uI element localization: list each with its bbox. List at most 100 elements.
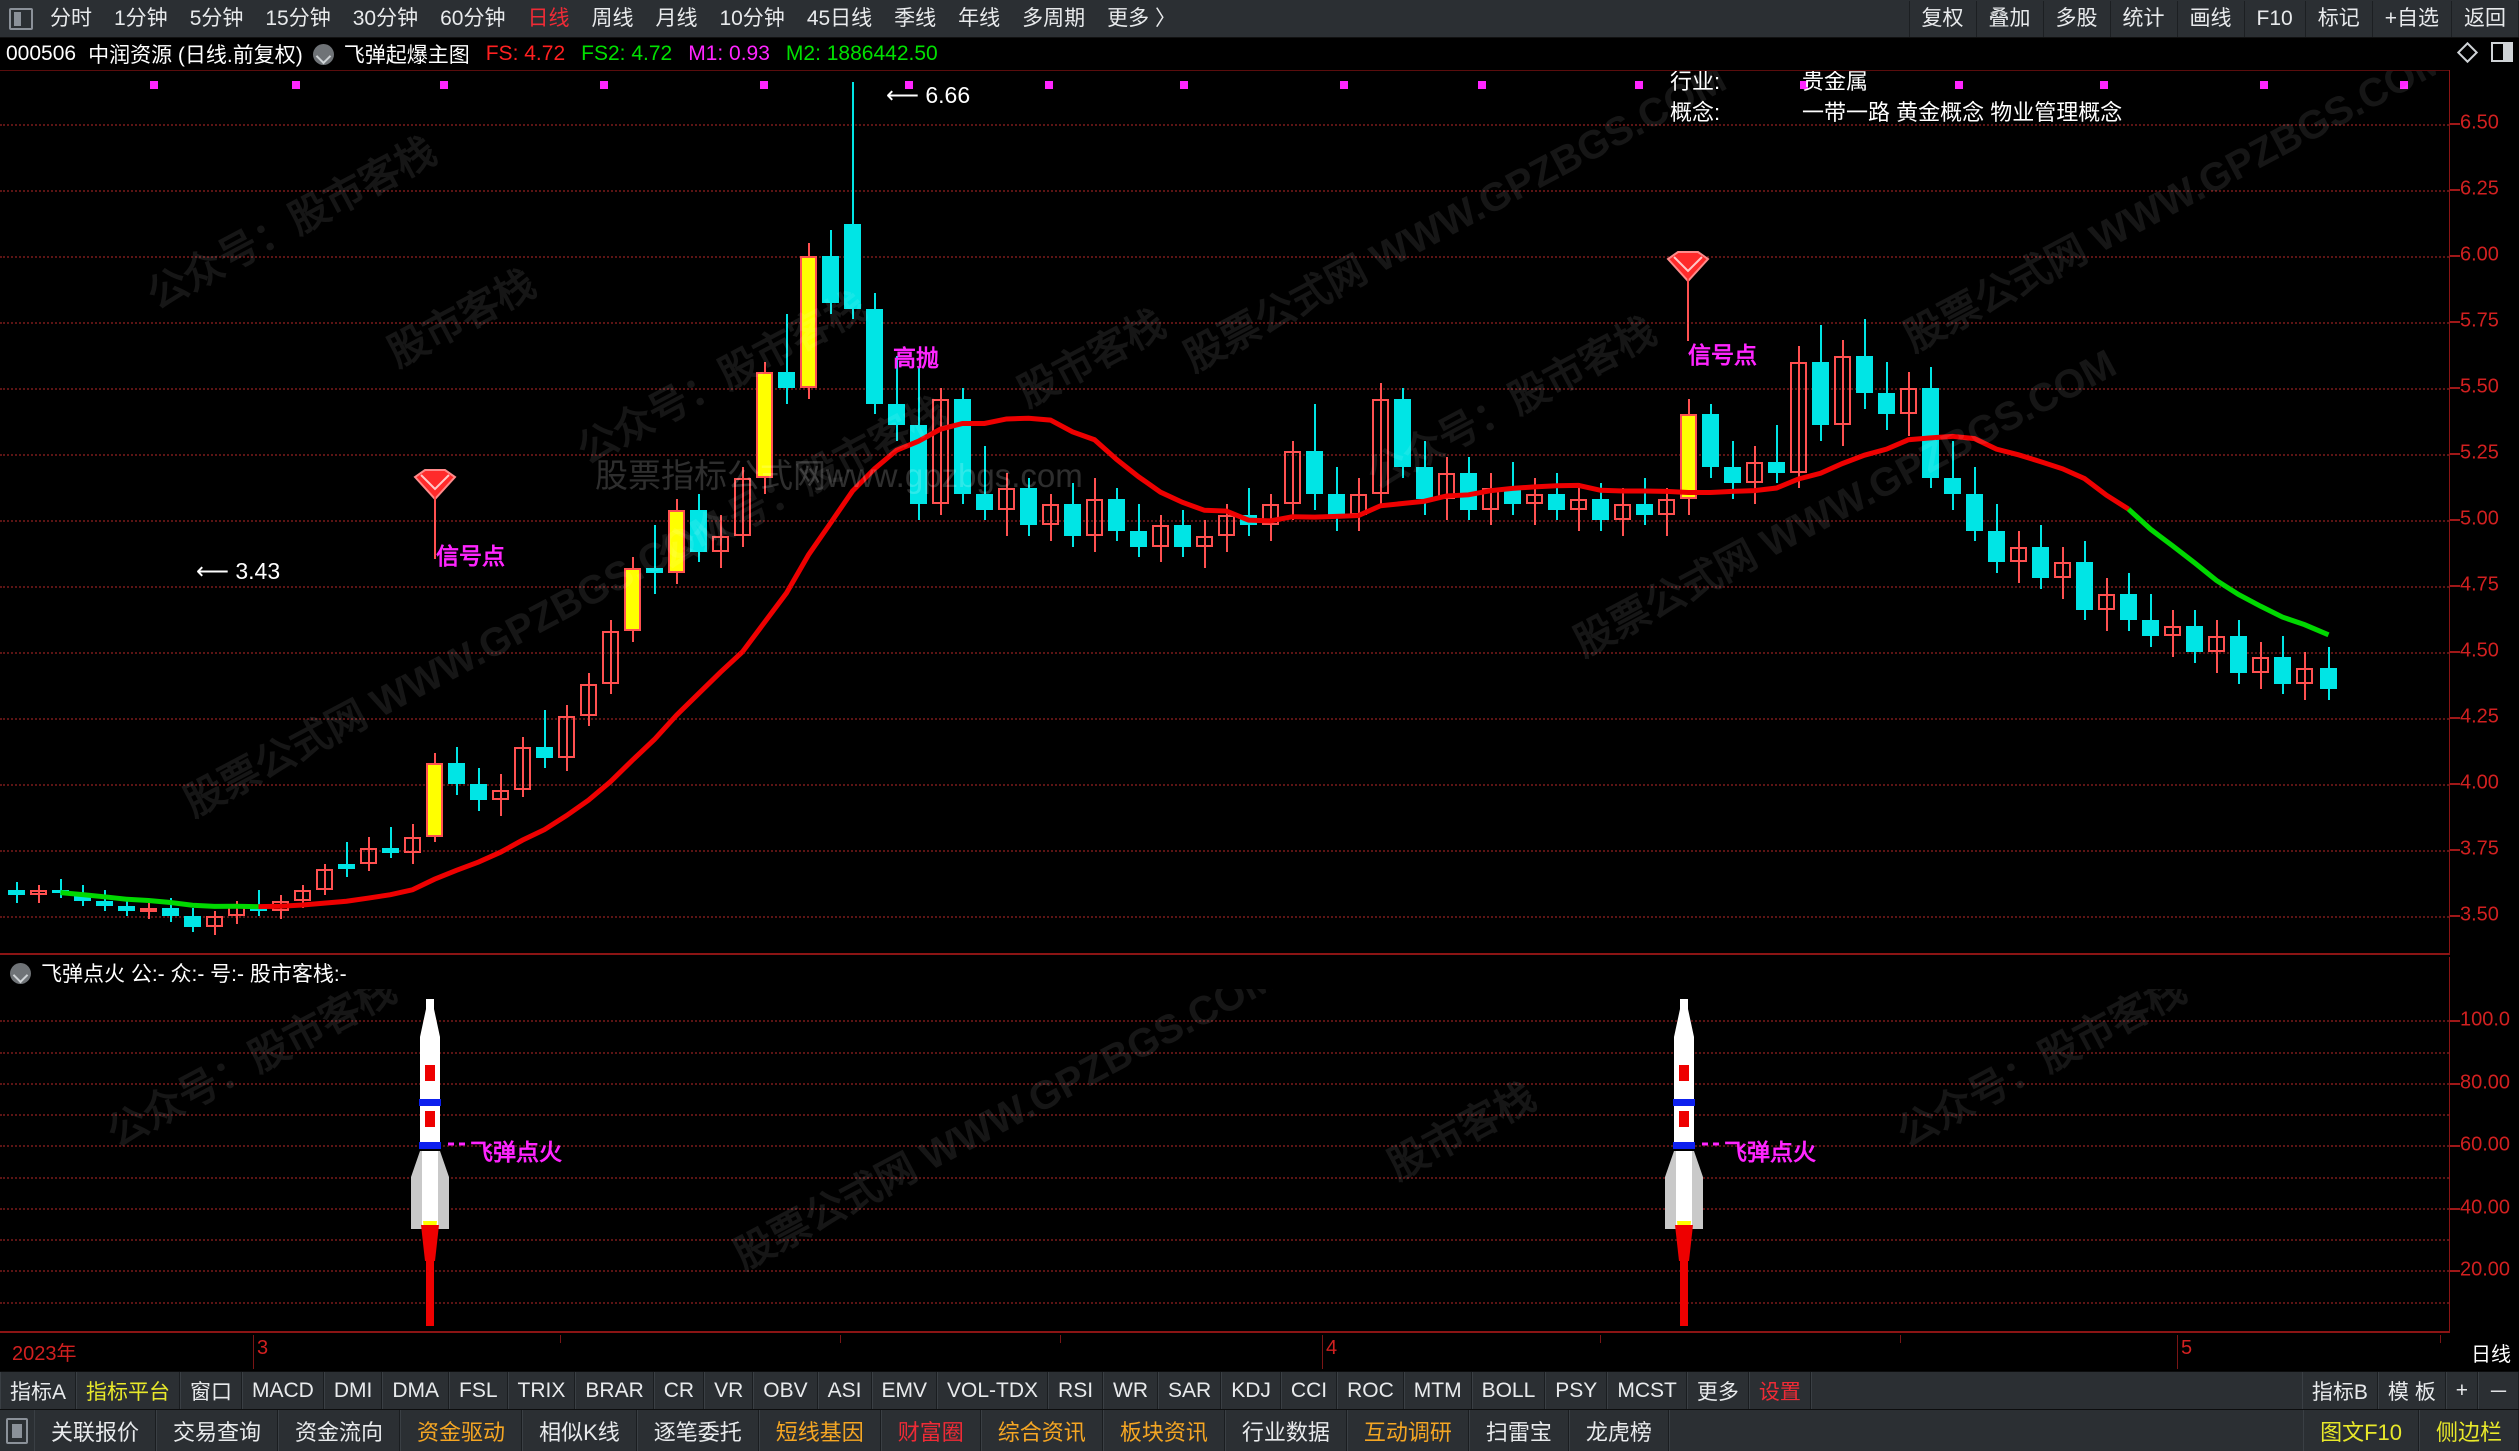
period-60min[interactable]: 60分钟 [440, 6, 506, 30]
indicator-button-设置[interactable]: 设置 [1748, 1372, 1811, 1409]
indicator-button-MACD[interactable]: MACD [242, 1372, 324, 1409]
indicator-button-+[interactable]: + [2445, 1372, 2478, 1409]
indicator-button-DMA[interactable]: DMA [382, 1372, 450, 1409]
axis-tick-mark [2450, 849, 2460, 852]
tool-button-龙虎榜[interactable]: 龙虎榜 [1568, 1410, 1669, 1451]
indicator-button-更多[interactable]: 更多 [1686, 1372, 1749, 1409]
price-axis-tick: 5.75 [2460, 309, 2499, 332]
industry-concept-info: 行业: 贵金属 概念: 一带一路 黄金概念 物业管理概念 [1670, 71, 2122, 128]
indicator-button-VOL-TDX[interactable]: VOL-TDX [937, 1372, 1049, 1409]
indicator-button-PSY[interactable]: PSY [1545, 1372, 1608, 1409]
indicator-button-指标A[interactable]: 指标A [0, 1372, 77, 1409]
indicator-button-BOLL[interactable]: BOLL [1471, 1372, 1546, 1409]
gridline [0, 1082, 2449, 1085]
button-huaxian[interactable]: 画线 [2176, 0, 2244, 37]
period-15min[interactable]: 15分钟 [265, 6, 331, 30]
indicator-button-模 板[interactable]: 模 板 [2377, 1372, 2446, 1409]
tool-button-相似K线[interactable]: 相似K线 [522, 1410, 637, 1451]
rocket-icon [1665, 999, 1703, 1326]
indicator-button-RSI[interactable]: RSI [1048, 1372, 1104, 1409]
indicator-button-TRIX[interactable]: TRIX [507, 1372, 576, 1409]
top-marker-dot [1955, 81, 1963, 89]
indicator-button-WR[interactable]: WR [1103, 1372, 1159, 1409]
period-monthly[interactable]: 月线 [655, 6, 698, 30]
gridline [0, 123, 2449, 126]
button-duogu[interactable]: 多股 [2042, 0, 2110, 37]
indicator-button-ASI[interactable]: ASI [817, 1372, 872, 1409]
period-more[interactable]: 更多 〉 [1107, 6, 1177, 30]
period-quarterly[interactable]: 季线 [894, 6, 937, 30]
button-f10[interactable]: F10 [2243, 0, 2305, 37]
indicator-button-MCST[interactable]: MCST [1607, 1372, 1687, 1409]
tool-button-资金流向[interactable]: 资金流向 [278, 1410, 401, 1451]
indicator-button-MTM[interactable]: MTM [1403, 1372, 1472, 1409]
sub-axis-tick: 40.00 [2460, 1196, 2511, 1219]
period-1min[interactable]: 1分钟 [114, 6, 168, 30]
menu-icon[interactable] [6, 1417, 28, 1444]
top-marker-dot [905, 81, 913, 89]
industry-row: 行业: 贵金属 [1670, 71, 2122, 97]
period-10min[interactable]: 10分钟 [719, 6, 785, 30]
button-diejia[interactable]: 叠加 [1975, 0, 2043, 37]
period-multi[interactable]: 多周期 [1022, 6, 1086, 30]
period-weekly[interactable]: 周线 [591, 6, 634, 30]
stock-name: 中润资源 (日线.前复权) [88, 44, 303, 67]
tool-button-扫雷宝[interactable]: 扫雷宝 [1468, 1410, 1569, 1451]
gridline [0, 1207, 2449, 1210]
tool-button-逐笔委托[interactable]: 逐笔委托 [636, 1410, 759, 1451]
indicator-button-EMV[interactable]: EMV [871, 1372, 938, 1409]
price-axis-tick: 5.50 [2460, 375, 2499, 398]
tool-button-侧边栏[interactable]: 侧边栏 [2418, 1410, 2519, 1451]
tool-button-互动调研[interactable]: 互动调研 [1346, 1410, 1469, 1451]
main-price-chart[interactable]: 公众号：股市客栈 股票公式网 WWW.GPZBGS.COM 股票公式网 WWW.… [0, 70, 2449, 955]
ma-line-overlay [60, 415, 2330, 910]
tool-button-行业数据[interactable]: 行业数据 [1224, 1410, 1347, 1451]
tool-button-综合资讯[interactable]: 综合资讯 [980, 1410, 1103, 1451]
indicator-button-OBV[interactable]: OBV [753, 1372, 818, 1409]
diamond-icon[interactable] [2456, 41, 2479, 63]
tool-button-财富圈[interactable]: 财富圈 [880, 1410, 981, 1451]
indicator-button-CCI[interactable]: CCI [1280, 1372, 1338, 1409]
period-fenshi[interactable]: 分时 [50, 6, 92, 30]
indicator-button-CR[interactable]: CR [653, 1372, 705, 1409]
button-tongji[interactable]: 统计 [2109, 0, 2177, 37]
price-axis: 6.50 6.25 6.00 5.75 5.50 5.25 5.00 4.75 4.50 4.25… [2449, 70, 2519, 955]
indicator-button-指标平台[interactable]: 指标平台 [76, 1372, 181, 1409]
layout-toggle-icon[interactable] [9, 7, 33, 30]
panel-toggle-icon[interactable] [2491, 42, 2513, 62]
period-45day[interactable]: 45日线 [806, 6, 873, 30]
tool-button-板块资讯[interactable]: 板块资讯 [1102, 1410, 1225, 1451]
indicator-button-SAR[interactable]: SAR [1158, 1372, 1222, 1409]
tool-button-短线基因[interactable]: 短线基因 [758, 1410, 881, 1451]
button-add-favorite[interactable]: +自选 [2371, 0, 2451, 37]
indicator-button-KDJ[interactable]: KDJ [1221, 1372, 1281, 1409]
sub-indicator-chart[interactable]: 公众号：股市客栈 股票公式网 WWW.GPZBGS.COM 股市客栈 公众号：股… [0, 989, 2449, 1333]
x-axis-tick-mark [2440, 1335, 2441, 1343]
gridline [0, 1020, 2449, 1023]
tool-button-关联报价[interactable]: 关联报价 [34, 1410, 157, 1451]
signal-icon-1 [413, 469, 457, 559]
indicator-button-VR[interactable]: VR [704, 1372, 754, 1409]
subchart-chevron-icon[interactable] [10, 962, 31, 984]
low-price-tag: ⟵ 3.43 [196, 558, 281, 584]
indicator-button-指标B[interactable]: 指标B [2301, 1372, 2378, 1409]
period-30min[interactable]: 30分钟 [352, 6, 419, 30]
tool-button-资金驱动[interactable]: 资金驱动 [400, 1410, 523, 1451]
chevron-down-icon[interactable] [312, 43, 334, 65]
indicator-button-窗口[interactable]: 窗口 [180, 1372, 243, 1409]
button-biaoji[interactable]: 标记 [2304, 0, 2372, 37]
indicator-button-ROC[interactable]: ROC [1337, 1372, 1404, 1409]
tool-button-交易查询[interactable]: 交易查询 [156, 1410, 279, 1451]
button-return[interactable]: 返回 [2451, 0, 2519, 37]
indicator-button-BRAR[interactable]: BRAR [575, 1372, 654, 1409]
x-axis-period-label: 日线 [2471, 1344, 2511, 1366]
period-daily[interactable]: 日线 [527, 6, 570, 30]
indicator-button-DMI[interactable]: DMI [323, 1372, 383, 1409]
button-fuquan[interactable]: 复权 [1908, 0, 1976, 37]
tool-button-图文F10[interactable]: 图文F10 [2303, 1410, 2419, 1451]
signal-marker-icons [413, 251, 1710, 559]
period-5min[interactable]: 5分钟 [189, 6, 244, 30]
period-yearly[interactable]: 年线 [958, 6, 1001, 30]
indicator-button-－[interactable]: － [2478, 1372, 2519, 1409]
indicator-button-FSL[interactable]: FSL [449, 1372, 508, 1409]
